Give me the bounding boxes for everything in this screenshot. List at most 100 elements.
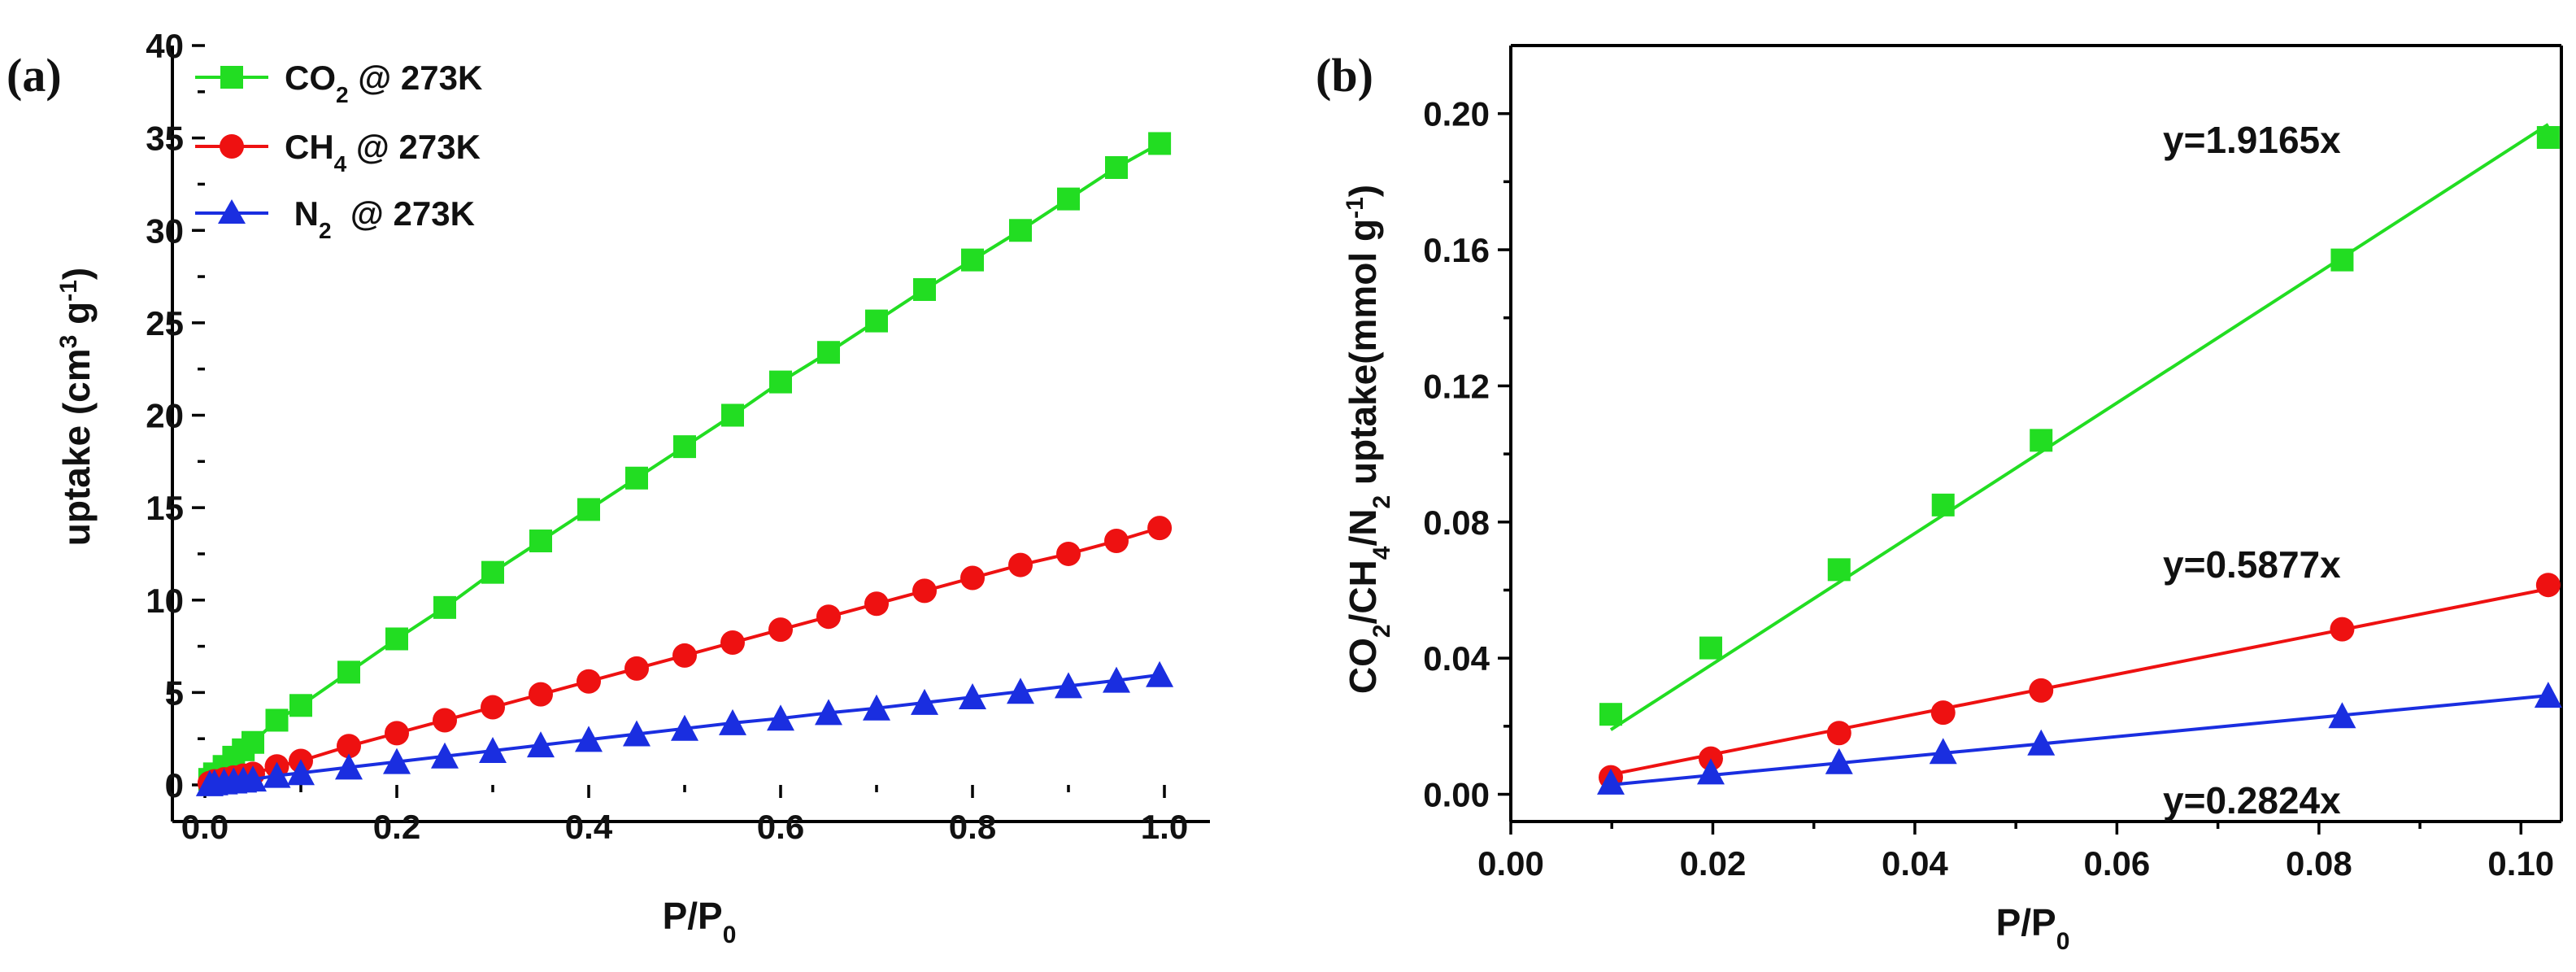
data-point-co2 (1148, 132, 1172, 155)
data-point-ch4 (2330, 617, 2355, 642)
data-point-co2 (769, 370, 792, 394)
panel-b-x-tick-label: 0.02 (1680, 844, 1747, 883)
legend-marker-co2 (220, 66, 243, 89)
data-point-co2 (1009, 219, 1032, 242)
data-point-n2 (287, 759, 315, 786)
legend-marker-ch4 (220, 134, 244, 159)
data-point-ch4 (1826, 721, 1852, 746)
data-point-n2 (911, 688, 938, 715)
panel-b-x-tick-label: 0.10 (2487, 844, 2554, 883)
data-point-co2 (913, 277, 936, 301)
data-point-n2 (335, 753, 363, 780)
data-point-n2 (623, 720, 651, 747)
data-point-ch4 (624, 656, 649, 681)
data-point-ch4 (912, 578, 937, 604)
panel-a-y-axis-title: uptake (cm3 g-1) (55, 268, 98, 546)
data-point-ch4 (2535, 573, 2561, 598)
panel-b-y-ticks: 0.00 0.04 0.08 0.12 0.16 0.20 (1423, 95, 1511, 814)
data-point-ch4 (433, 708, 457, 733)
data-point-co2 (673, 435, 696, 459)
legend-item-co2: CO2 @ 273K (195, 59, 482, 107)
data-point-co2 (1931, 493, 1955, 517)
panel-b-y-axis-title: CO2/CH4/N2 uptake(mmol g-1) (1342, 185, 1395, 694)
data-point-co2 (721, 403, 744, 427)
panel-a-y-tick-label: 15 (146, 489, 184, 527)
data-point-co2 (265, 708, 289, 732)
data-point-co2 (529, 530, 552, 553)
data-point-ch4 (385, 721, 409, 746)
panel-b-y-tick-label: 0.04 (1423, 639, 1490, 678)
data-point-n2 (1146, 660, 1174, 687)
fit-equation-n2: y=0.2824x (2163, 779, 2341, 822)
data-point-ch4 (577, 669, 601, 694)
data-point-ch4 (529, 682, 553, 707)
legend-label-n2: N2 @ 273K (285, 194, 475, 243)
panel-a-x-tick-label: 0.2 (373, 808, 420, 846)
panel-b-x-ticks: 0.00 0.02 0.04 0.06 0.08 0.10 (1477, 822, 2554, 883)
legend-label-ch4: CH4 @ 273K (285, 128, 481, 177)
data-point-n2 (239, 765, 267, 792)
panel-a-x-tick-label: 0.0 (181, 808, 228, 846)
data-point-co2 (1827, 558, 1851, 582)
panel-a-y-ticks: 0 5 10 15 20 25 30 35 40 (146, 27, 205, 804)
data-point-ch4 (720, 630, 745, 656)
legend-label-co2: CO2 @ 273K (285, 59, 482, 107)
data-point-co2 (577, 498, 600, 521)
data-point-n2 (1929, 738, 1957, 765)
panel-b-x-tick-label: 0.00 (1477, 844, 1544, 883)
data-point-ch4 (481, 695, 505, 720)
data-point-co2 (2330, 248, 2354, 272)
data-point-ch4 (672, 643, 697, 668)
data-point-co2 (289, 694, 312, 717)
data-point-ch4 (337, 734, 361, 759)
fit-equation-ch4: y=0.5877x (2163, 543, 2341, 586)
data-point-ch4 (864, 591, 889, 617)
panel-a-x-tick-label: 0.4 (565, 808, 613, 846)
data-point-co2 (242, 730, 264, 754)
panel-a-y-tick-label: 35 (146, 120, 184, 158)
legend-marker-n2 (218, 199, 246, 224)
panel-a-series (195, 132, 1174, 796)
panel-a-y-tick-label: 5 (165, 673, 184, 712)
panel-b-y-tick-label: 0.00 (1423, 776, 1490, 814)
data-point-co2 (1057, 187, 1080, 211)
data-point-n2 (1007, 678, 1034, 704)
data-point-n2 (431, 742, 459, 769)
data-point-n2 (2534, 682, 2562, 708)
data-point-n2 (863, 694, 890, 721)
fit-line-n2 (1610, 694, 2549, 787)
data-point-co2 (385, 627, 408, 651)
data-point-n2 (959, 683, 986, 710)
data-point-ch4 (1008, 552, 1033, 578)
data-point-co2 (2030, 429, 2053, 452)
data-point-co2 (961, 248, 984, 272)
panel-a-x-tick-label: 0.8 (949, 808, 996, 846)
fit-equation-co2: y=1.9165x (2163, 119, 2341, 161)
fit-line-co2 (1609, 123, 2549, 731)
panel-a-y-tick-label: 30 (146, 211, 184, 250)
panel-b-y-tick-label: 0.16 (1423, 231, 1490, 269)
data-point-co2 (433, 595, 456, 619)
data-point-ch4 (768, 617, 793, 643)
data-point-ch4 (960, 565, 985, 591)
data-point-co2 (1699, 636, 1722, 660)
data-point-n2 (815, 699, 842, 726)
panel-b-x-axis-title: P/P0 (1996, 901, 2070, 955)
panel-a-x-axis-title: P/P0 (663, 895, 737, 948)
data-point-co2 (817, 341, 840, 364)
panel-a-y-tick-label: 25 (146, 304, 184, 342)
panel-a-x-tick-label: 0.6 (757, 808, 804, 846)
data-point-n2 (263, 761, 291, 788)
data-point-ch4 (1104, 529, 1129, 554)
data-point-co2 (1105, 155, 1128, 179)
panel-b-y-tick-label: 0.08 (1423, 503, 1490, 542)
fit-line-ch4 (1610, 587, 2549, 777)
data-point-co2 (865, 309, 888, 333)
panel-b-x-tick-label: 0.08 (2286, 844, 2352, 883)
data-point-n2 (2328, 702, 2356, 729)
data-point-n2 (671, 714, 698, 741)
data-point-co2 (2536, 125, 2560, 149)
data-point-n2 (1103, 666, 1130, 693)
